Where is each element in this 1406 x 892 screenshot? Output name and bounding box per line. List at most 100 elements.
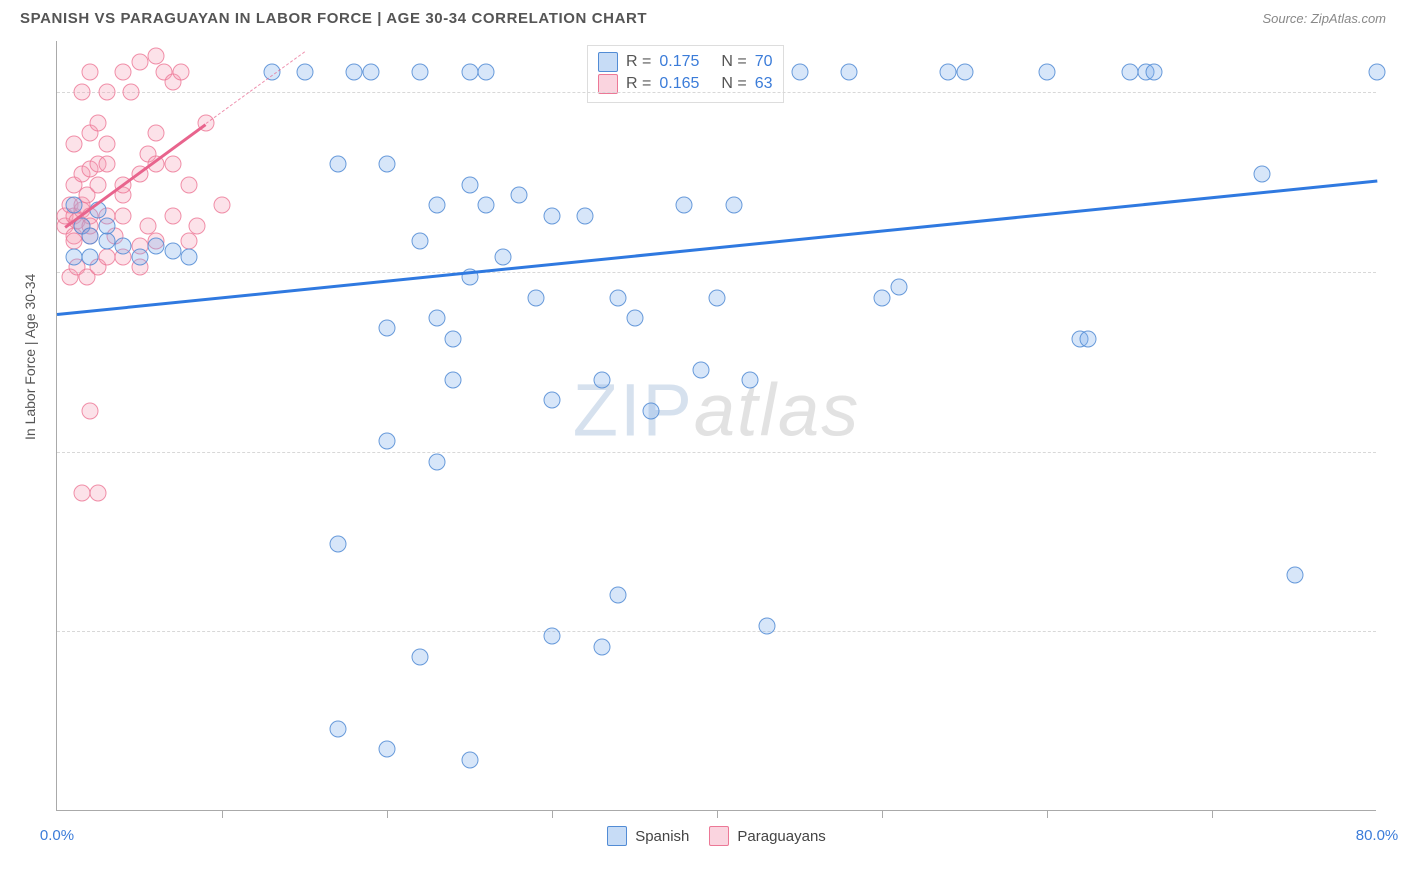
data-point [1146, 63, 1163, 80]
data-point [379, 320, 396, 337]
data-point [131, 53, 148, 70]
data-point [189, 217, 206, 234]
data-point [544, 207, 561, 224]
data-point [90, 484, 107, 501]
data-point [379, 156, 396, 173]
data-point [791, 63, 808, 80]
data-point [346, 63, 363, 80]
stats-row-spanish: R = 0.175 N = 70 [598, 52, 773, 72]
data-point [90, 115, 107, 132]
data-point [742, 371, 759, 388]
data-point [692, 361, 709, 378]
data-point [82, 248, 99, 265]
data-point [329, 156, 346, 173]
regression-line [205, 51, 305, 124]
data-point [511, 187, 528, 204]
data-point [841, 63, 858, 80]
data-point [890, 279, 907, 296]
data-point [412, 233, 429, 250]
legend-spanish: Spanish [607, 826, 689, 846]
x-tick [552, 810, 553, 818]
data-point [428, 197, 445, 214]
stats-row-paraguayan: R = 0.165 N = 63 [598, 74, 773, 94]
data-point [758, 618, 775, 635]
data-point [98, 233, 115, 250]
data-point [412, 649, 429, 666]
data-point [428, 453, 445, 470]
x-tick [387, 810, 388, 818]
data-point [172, 63, 189, 80]
gridline-h [57, 452, 1376, 453]
data-point [98, 248, 115, 265]
data-point [73, 84, 90, 101]
data-point [593, 638, 610, 655]
data-point [164, 243, 181, 260]
data-point [115, 238, 132, 255]
data-point [461, 63, 478, 80]
data-point [478, 197, 495, 214]
y-tick-label: 82.5% [1386, 264, 1406, 281]
data-point [445, 371, 462, 388]
x-tick [717, 810, 718, 818]
data-point [379, 433, 396, 450]
data-point [379, 741, 396, 758]
data-point [593, 371, 610, 388]
data-point [709, 289, 726, 306]
data-point [445, 330, 462, 347]
data-point [428, 310, 445, 327]
data-point [82, 402, 99, 419]
data-point [412, 63, 429, 80]
data-point [123, 84, 140, 101]
data-point [544, 392, 561, 409]
x-tick-label: 0.0% [40, 827, 74, 844]
data-point [115, 207, 132, 224]
data-point [956, 63, 973, 80]
data-point [461, 751, 478, 768]
data-point [329, 536, 346, 553]
x-tick [1212, 810, 1213, 818]
data-point [1369, 63, 1386, 80]
data-point [164, 156, 181, 173]
stats-box: R = 0.175 N = 70 R = 0.165 N = 63 [587, 45, 784, 103]
data-point [73, 484, 90, 501]
data-point [1121, 63, 1138, 80]
chart-title: SPANISH VS PARAGUAYAN IN LABOR FORCE | A… [20, 10, 647, 27]
swatch-pink [709, 826, 729, 846]
gridline-h [57, 631, 1376, 632]
data-point [494, 248, 511, 265]
data-point [164, 207, 181, 224]
data-point [181, 248, 198, 265]
data-point [82, 63, 99, 80]
data-point [329, 720, 346, 737]
gridline-h [57, 272, 1376, 273]
source-label: Source: ZipAtlas.com [1262, 11, 1386, 26]
data-point [610, 289, 627, 306]
data-point [1080, 330, 1097, 347]
data-point [1253, 166, 1270, 183]
y-axis-label: In Labor Force | Age 30-34 [22, 274, 38, 440]
data-point [1286, 566, 1303, 583]
data-point [874, 289, 891, 306]
y-tick-label: 100.0% [1386, 84, 1406, 101]
swatch-blue [607, 826, 627, 846]
data-point [676, 197, 693, 214]
data-point [98, 135, 115, 152]
data-point [296, 63, 313, 80]
data-point [610, 587, 627, 604]
data-point [115, 63, 132, 80]
data-point [626, 310, 643, 327]
data-point [139, 217, 156, 234]
data-point [527, 289, 544, 306]
swatch-blue [598, 52, 618, 72]
legend-paraguayan: Paraguayans [709, 826, 825, 846]
data-point [577, 207, 594, 224]
data-point [1039, 63, 1056, 80]
data-point [725, 197, 742, 214]
data-point [643, 402, 660, 419]
y-tick-label: 65.0% [1386, 443, 1406, 460]
data-point [98, 217, 115, 234]
data-point [544, 628, 561, 645]
data-point [362, 63, 379, 80]
swatch-pink [598, 74, 618, 94]
x-tick [882, 810, 883, 818]
